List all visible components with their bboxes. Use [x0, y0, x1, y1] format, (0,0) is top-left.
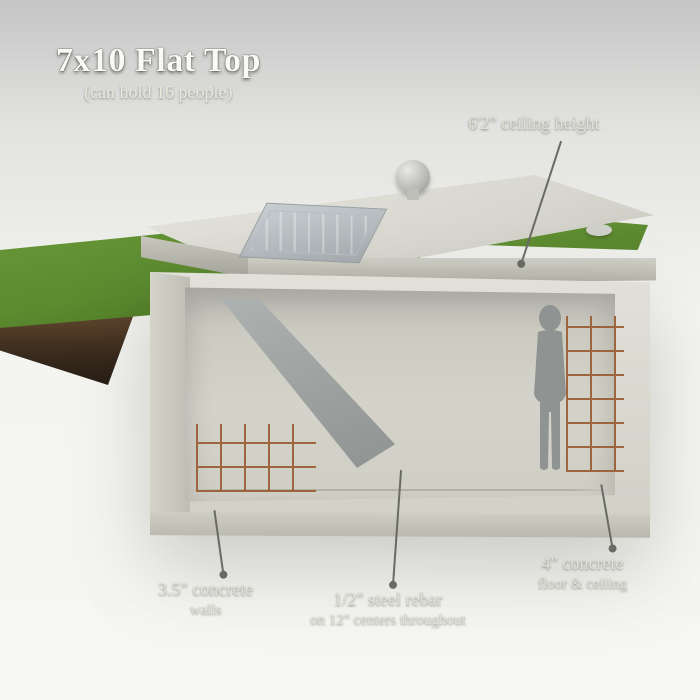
callout-steel-rebar: 1/2" steel rebar on 12" centers througho…: [310, 588, 466, 629]
diagram-subtitle: (can hold 16 people): [84, 82, 232, 103]
shelter-floor-slab: [150, 512, 650, 538]
callout-text: 1/2" steel rebar: [333, 589, 442, 609]
callout-text: 6'2" ceiling height: [468, 113, 600, 133]
callout-floor-ceiling: 4" concrete floor & ceiling: [538, 552, 627, 593]
diagram-stage: 7x10 Flat Top (can hold 16 people) 6'2" …: [0, 0, 700, 700]
callout-concrete-walls: 3.5" concrete walls: [158, 578, 253, 619]
turbine-vent-icon: [396, 160, 430, 194]
callout-text: on 12" centers throughout: [310, 611, 466, 630]
rebar-grid-left: [196, 424, 316, 492]
callout-text: 3.5" concrete: [158, 579, 253, 599]
callout-text: 4" concrete: [542, 553, 624, 573]
shelter-left-wall: [150, 272, 190, 530]
human-figure-icon: [520, 302, 580, 474]
vent-cap-icon: [586, 224, 612, 236]
diagram-title: 7x10 Flat Top: [56, 42, 261, 80]
callout-text: floor & ceiling: [538, 575, 627, 594]
callout-ceiling-height: 6'2" ceiling height: [468, 112, 600, 135]
callout-text: walls: [158, 601, 253, 620]
